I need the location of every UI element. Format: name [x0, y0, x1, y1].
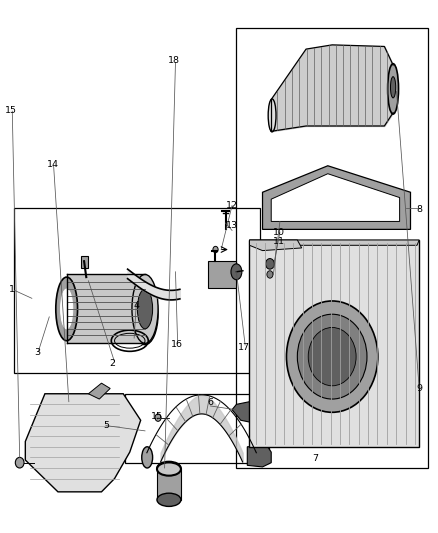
Bar — [67, 274, 145, 343]
Ellipse shape — [391, 77, 396, 98]
Bar — [81, 256, 88, 268]
Text: 6: 6 — [207, 398, 213, 407]
Text: 17: 17 — [238, 343, 250, 352]
Ellipse shape — [231, 264, 242, 280]
Text: 18: 18 — [168, 56, 180, 65]
Ellipse shape — [157, 462, 181, 474]
Bar — [157, 468, 181, 500]
Text: 9: 9 — [416, 384, 422, 393]
Text: 13: 13 — [226, 221, 238, 230]
Text: 15: 15 — [151, 412, 163, 421]
Bar — [237, 28, 428, 468]
Text: 12: 12 — [226, 201, 238, 210]
Text: 11: 11 — [273, 237, 285, 246]
Text: 5: 5 — [103, 421, 109, 430]
Circle shape — [286, 301, 378, 413]
Bar — [125, 394, 269, 463]
Polygon shape — [250, 240, 419, 245]
Ellipse shape — [388, 63, 399, 114]
Ellipse shape — [56, 277, 78, 341]
Text: 15: 15 — [5, 106, 17, 115]
Circle shape — [297, 314, 367, 399]
Ellipse shape — [157, 463, 181, 475]
Circle shape — [265, 259, 274, 269]
Polygon shape — [250, 240, 419, 447]
Polygon shape — [262, 166, 410, 229]
Text: 1: 1 — [9, 285, 15, 294]
Text: 10: 10 — [273, 228, 285, 237]
Polygon shape — [271, 174, 399, 221]
Text: 8: 8 — [416, 205, 422, 214]
Circle shape — [213, 246, 218, 253]
Ellipse shape — [138, 289, 152, 329]
Polygon shape — [232, 402, 258, 423]
Ellipse shape — [157, 493, 181, 506]
Circle shape — [15, 457, 24, 468]
Ellipse shape — [142, 447, 152, 468]
Circle shape — [267, 271, 273, 278]
Polygon shape — [25, 394, 141, 492]
Ellipse shape — [132, 274, 158, 343]
Polygon shape — [88, 383, 110, 399]
Text: 2: 2 — [110, 359, 115, 368]
Bar — [208, 261, 237, 288]
Ellipse shape — [132, 284, 158, 345]
Text: 7: 7 — [312, 454, 318, 463]
Bar — [14, 208, 260, 373]
Text: 16: 16 — [171, 341, 183, 350]
Polygon shape — [250, 240, 302, 251]
Text: 14: 14 — [47, 160, 59, 169]
Circle shape — [155, 414, 161, 421]
Ellipse shape — [268, 99, 276, 132]
Text: 4: 4 — [133, 301, 139, 310]
Polygon shape — [247, 446, 271, 467]
Ellipse shape — [60, 289, 73, 329]
Circle shape — [308, 327, 356, 386]
Text: 3: 3 — [34, 349, 40, 358]
